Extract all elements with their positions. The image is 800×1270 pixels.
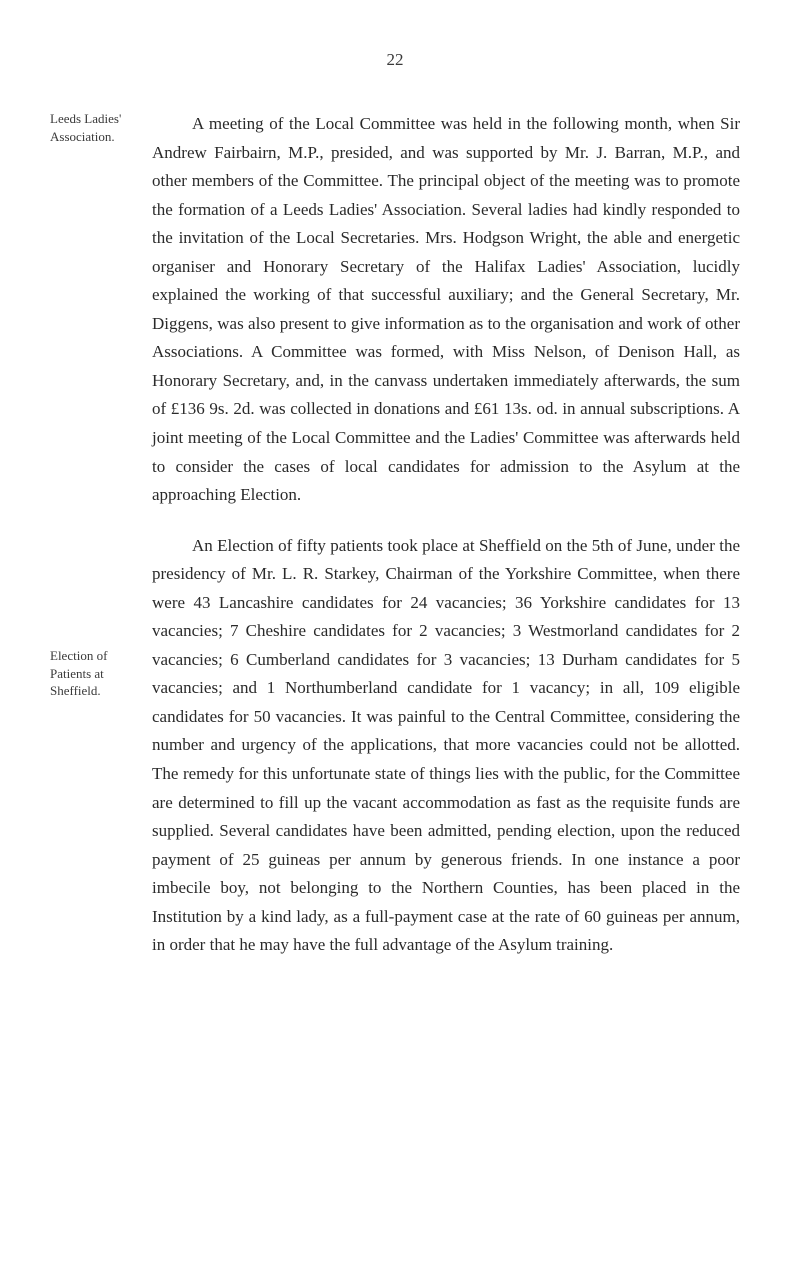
page-number: 22 <box>50 50 740 70</box>
margin-note-line: Election of <box>50 648 107 663</box>
margin-note-election: Election of Patients at Sheffield. <box>50 647 140 700</box>
margin-note-line: Patients at <box>50 666 104 681</box>
margin-note-line: Sheffield. <box>50 683 101 698</box>
content-wrapper: Leeds Ladies' Association. Election of P… <box>50 110 740 960</box>
margin-note-line: Association. <box>50 129 115 144</box>
margin-note-leeds: Leeds Ladies' Association. <box>50 110 140 145</box>
paragraph-body: An Election of fifty patients took place… <box>152 532 740 960</box>
margin-column: Leeds Ladies' Association. Election of P… <box>50 110 140 960</box>
margin-note-line: Leeds Ladies' <box>50 111 121 126</box>
main-column: A meeting of the Local Committee was hel… <box>152 110 740 960</box>
paragraph-body: A meeting of the Local Committee was hel… <box>152 110 740 510</box>
